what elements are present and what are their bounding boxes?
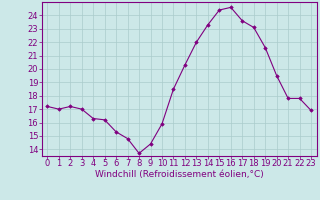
X-axis label: Windchill (Refroidissement éolien,°C): Windchill (Refroidissement éolien,°C) bbox=[95, 170, 264, 179]
